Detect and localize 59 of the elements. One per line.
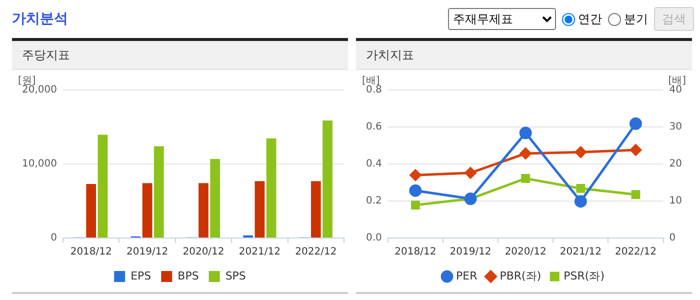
- y-tick-label: 0.2: [366, 196, 382, 207]
- x-tick-label: 2021/12: [560, 246, 602, 258]
- bar: [86, 184, 96, 238]
- x-tick-label: 2022/12: [295, 246, 337, 258]
- text: 연간: [577, 10, 602, 28]
- point: [574, 195, 587, 208]
- chart-title: 주당지표: [12, 41, 348, 70]
- y-tick-label: 0.0: [366, 232, 382, 244]
- point: [574, 146, 586, 158]
- y-tick-label: 0.6: [366, 122, 382, 133]
- point: [409, 184, 422, 197]
- point: [629, 117, 642, 130]
- bar: [254, 181, 265, 238]
- legend-label: SPS: [225, 269, 246, 282]
- x-tick-label: 2021/12: [238, 246, 280, 258]
- bar: [210, 159, 220, 238]
- x-tick-label: 2019/12: [450, 246, 492, 258]
- y-tick-label: 0: [50, 232, 57, 244]
- bar: [310, 181, 321, 238]
- y2-tick-label: 30: [669, 122, 682, 133]
- point: [519, 126, 532, 140]
- point: [576, 184, 586, 193]
- x-tick-label: 2020/12: [504, 246, 546, 258]
- point: [464, 167, 476, 179]
- legend-label: EPS: [130, 269, 152, 282]
- chart-title: 가치지표: [356, 41, 692, 70]
- text: 가치분석: [12, 10, 68, 28]
- y2-tick-label: 20: [669, 158, 682, 170]
- x-tick-label: 2018/12: [394, 246, 436, 258]
- y2-tick-label: 10: [669, 196, 682, 207]
- y-tick-label: 0.8: [366, 84, 382, 96]
- y2-tick-label: 0: [669, 232, 676, 244]
- point: [630, 144, 642, 156]
- legend-label: PBR(좌): [500, 269, 542, 282]
- point: [411, 200, 420, 210]
- point: [520, 148, 532, 160]
- point: [410, 169, 422, 181]
- legend-label: PSR(좌): [564, 269, 604, 282]
- bar: [198, 183, 208, 238]
- bar: [98, 134, 108, 238]
- legend-label: PER: [456, 269, 478, 282]
- bar: [266, 138, 276, 238]
- bar: [154, 146, 164, 238]
- text: 분기: [623, 10, 648, 28]
- point: [631, 190, 640, 199]
- x-tick-label: 2019/12: [126, 246, 168, 258]
- point: [521, 174, 530, 183]
- y2-tick-label: 40: [669, 84, 682, 96]
- dropdown: 주재무제표: [448, 8, 556, 30]
- bar: [322, 120, 332, 238]
- search-button: 검색: [654, 7, 694, 31]
- legend-label: BPS: [178, 269, 199, 282]
- y-tick-label: 0.4: [366, 158, 382, 170]
- x-tick-label: 2020/12: [182, 246, 224, 258]
- y-tick-label: 10,000: [22, 158, 57, 170]
- y-tick-label: 20,000: [22, 84, 57, 96]
- x-tick-label: 2018/12: [70, 246, 112, 258]
- bar: [142, 183, 152, 238]
- x-tick-label: 2022/12: [614, 246, 657, 258]
